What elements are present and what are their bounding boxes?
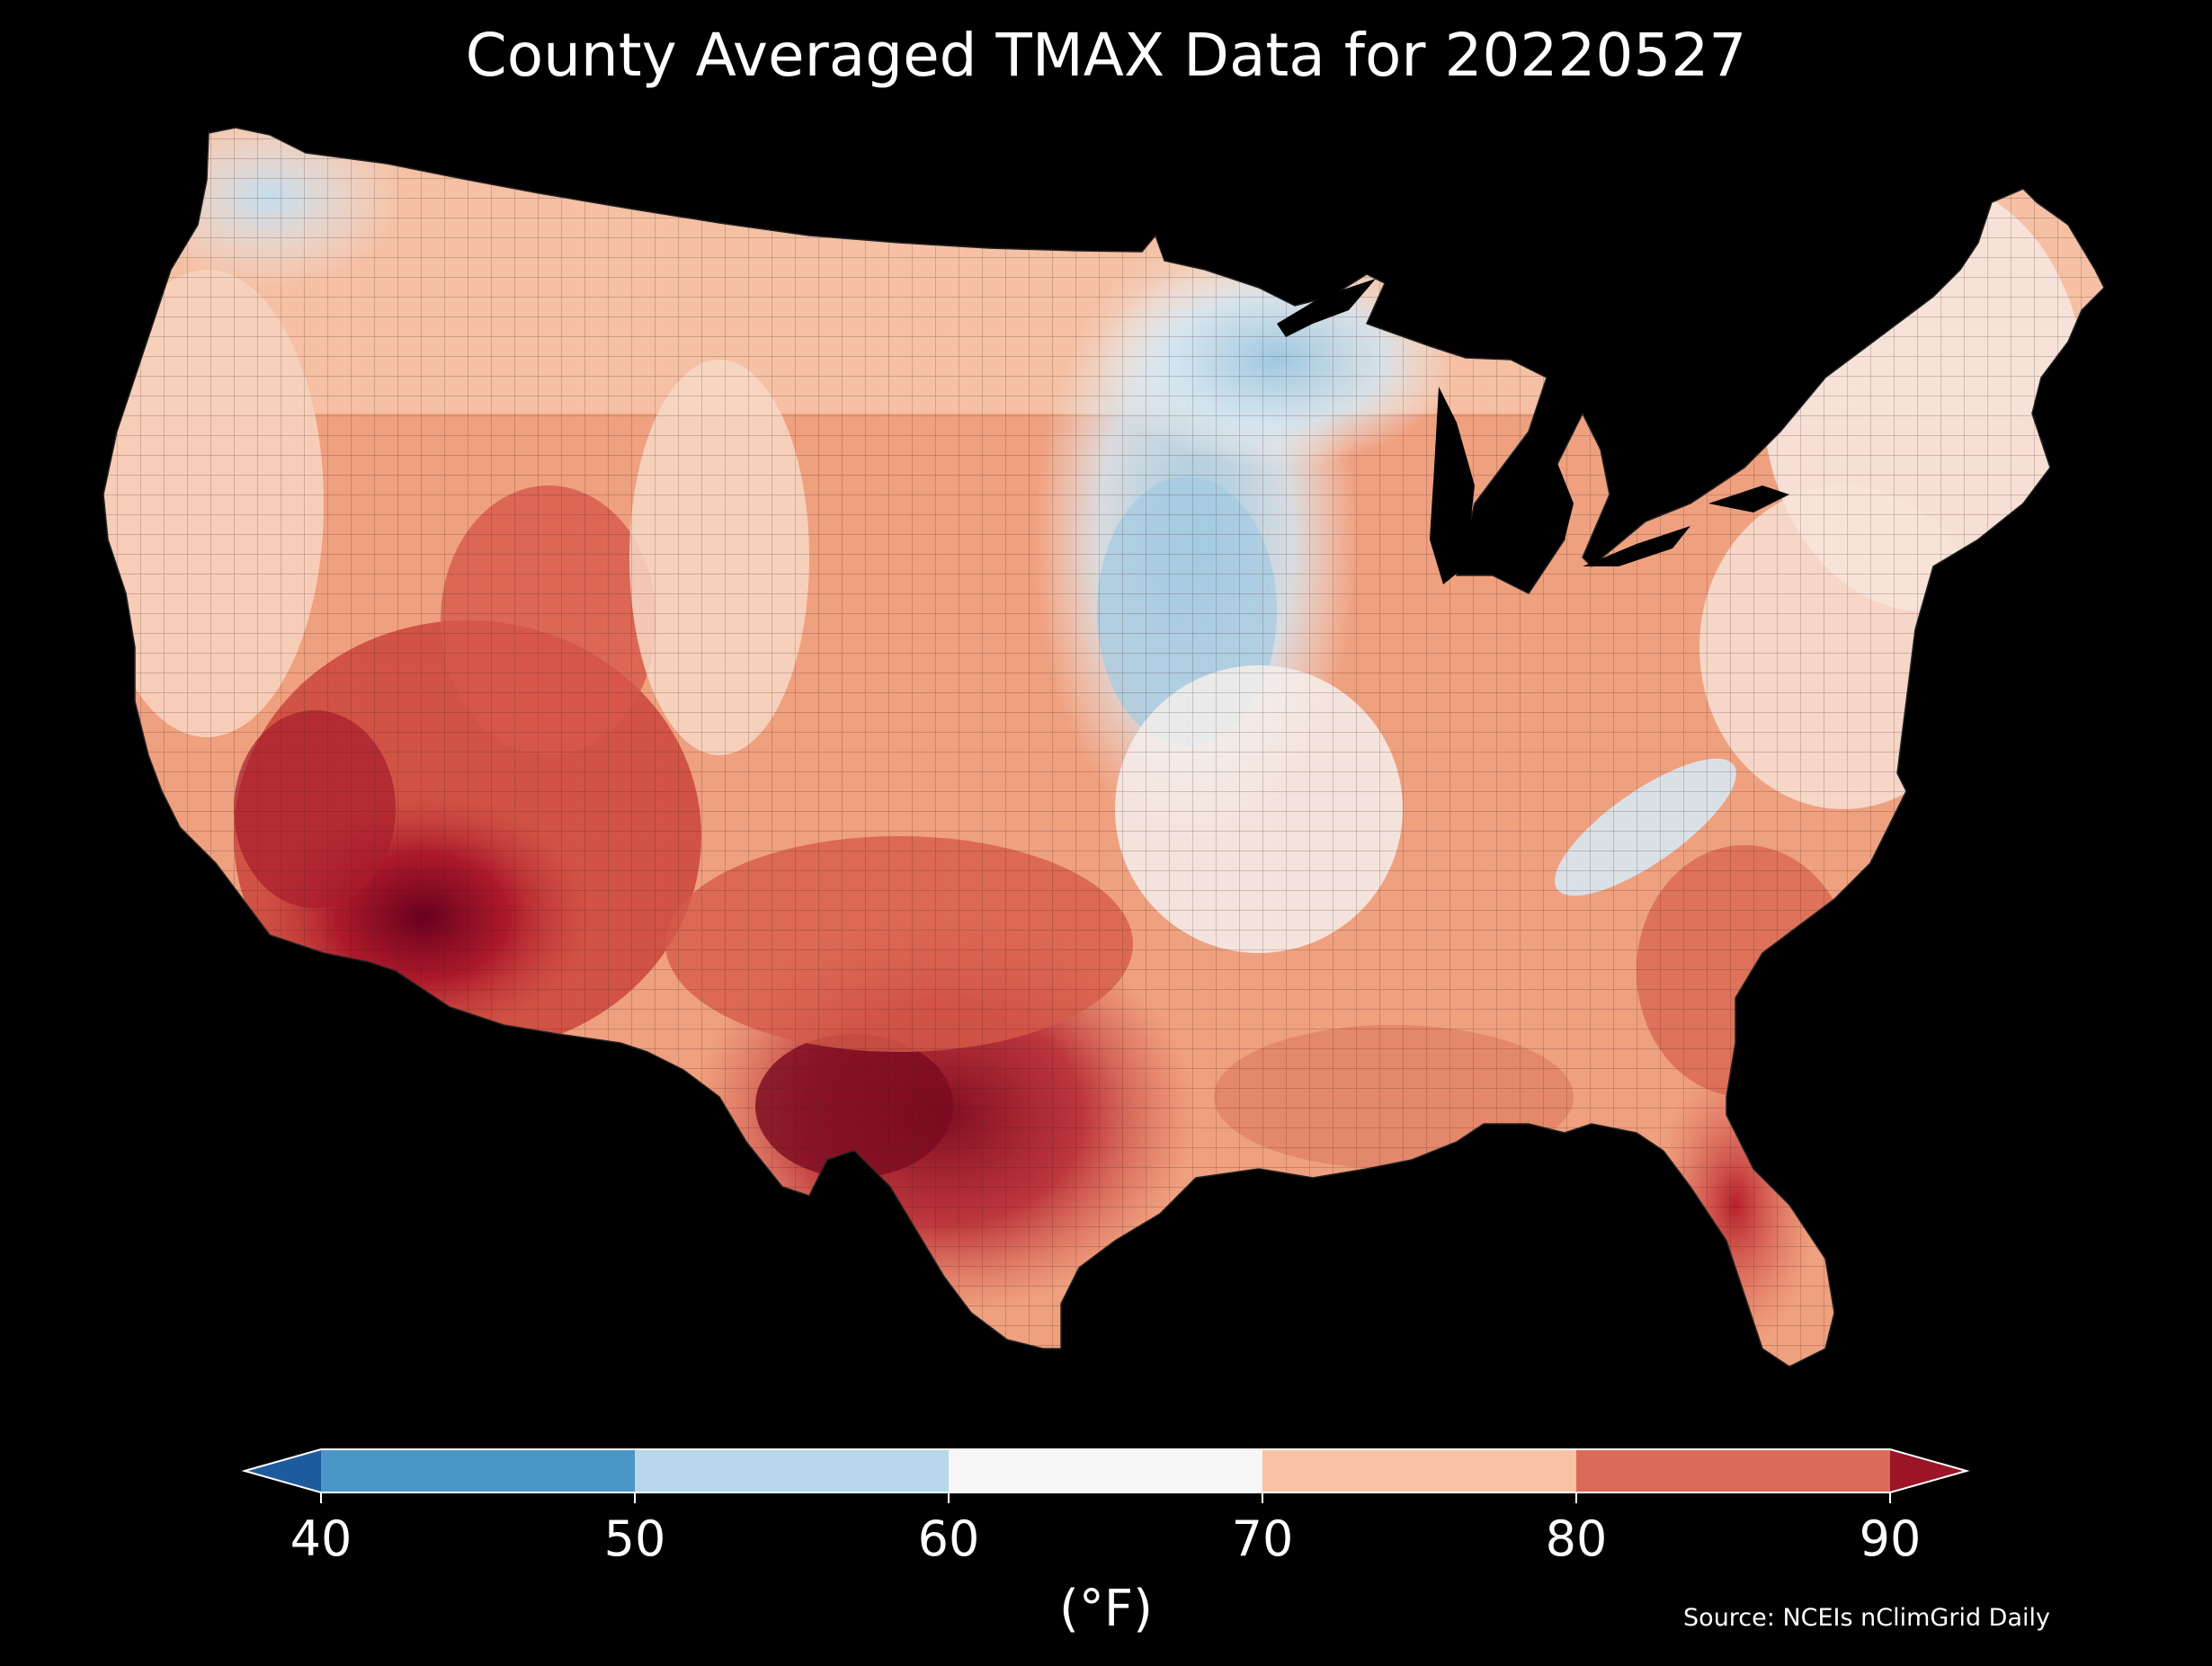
colorbar-bin-70-80 [1262, 1449, 1576, 1492]
colorbar-tick-label: 80 [1545, 1510, 1608, 1567]
colorbar-bin-50-60 [635, 1449, 949, 1492]
colorbar-tick-label: 60 [917, 1510, 980, 1567]
map-title: County Averaged TMAX Data for 20220527 [465, 21, 1747, 90]
colorbar-bin-60-70 [949, 1449, 1262, 1492]
colorbar-unit-label: (°F) [1059, 1580, 1153, 1638]
source-credit: Source: NCEIs nClimGrid Daily [1683, 1604, 2050, 1632]
colorbar-ticks [320, 1492, 1891, 1503]
great-lakes [1277, 279, 1789, 584]
colorbar-bin-80-90 [1576, 1449, 1890, 1492]
colorbar-under-arrow [245, 1449, 321, 1492]
us-outline [103, 127, 2105, 1368]
colorbar-bin-40-50 [321, 1449, 635, 1492]
colorbar-tick-label: 90 [1859, 1510, 1922, 1567]
colorbar-over-arrow [1890, 1449, 1967, 1492]
colorbar-tick-label: 70 [1231, 1510, 1294, 1567]
colorbar-tick-label: 50 [603, 1510, 666, 1567]
colorbar-tick-label: 40 [290, 1510, 352, 1567]
